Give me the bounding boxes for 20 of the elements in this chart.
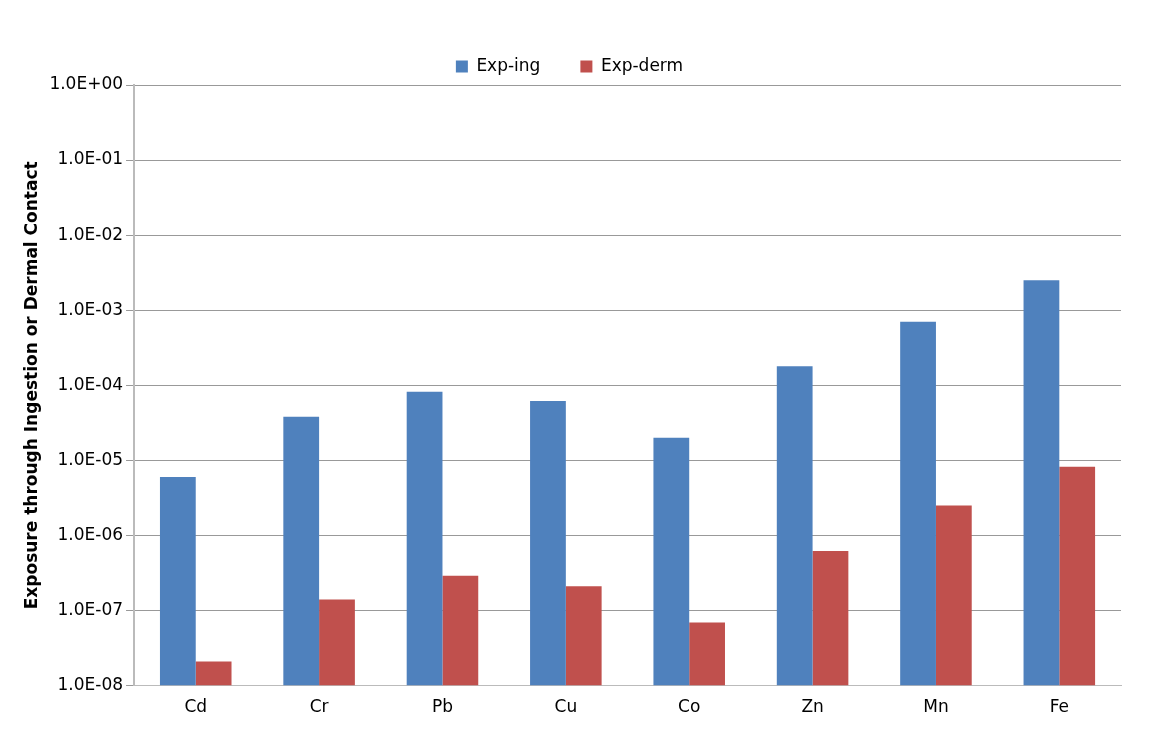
y-axis-title: Exposure through Ingestion or Dermal Contact <box>20 161 41 610</box>
y-tick-label: 1.0E-01 <box>57 148 124 169</box>
x-tick-label: Fe <box>1049 696 1069 717</box>
x-tick-label: Cr <box>309 696 329 717</box>
y-tick-label: 1.0E-07 <box>57 598 124 619</box>
y-tick-label: 1.0E-04 <box>57 373 124 394</box>
y-tick-label: 1.0E-02 <box>57 223 124 244</box>
y-tick-label: 1.0E-03 <box>57 298 124 319</box>
y-tick-label: 1.0E-08 <box>57 674 124 695</box>
x-tick-label: Cd <box>184 696 208 717</box>
x-tick-label: Co <box>678 696 701 717</box>
y-tick-label: 1.0E-06 <box>57 523 124 544</box>
x-tick-label: Pb <box>431 696 453 717</box>
x-tick-label: Cu <box>554 696 578 717</box>
legend-label: Exp-derm <box>600 54 684 75</box>
y-tick-label: 1.0E-05 <box>57 448 124 469</box>
x-tick-label: Mn <box>923 696 949 717</box>
x-tick-label: Zn <box>801 696 824 717</box>
y-tick-label: 1.0E+00 <box>49 73 124 94</box>
legend-label: Exp-ing <box>476 54 541 75</box>
